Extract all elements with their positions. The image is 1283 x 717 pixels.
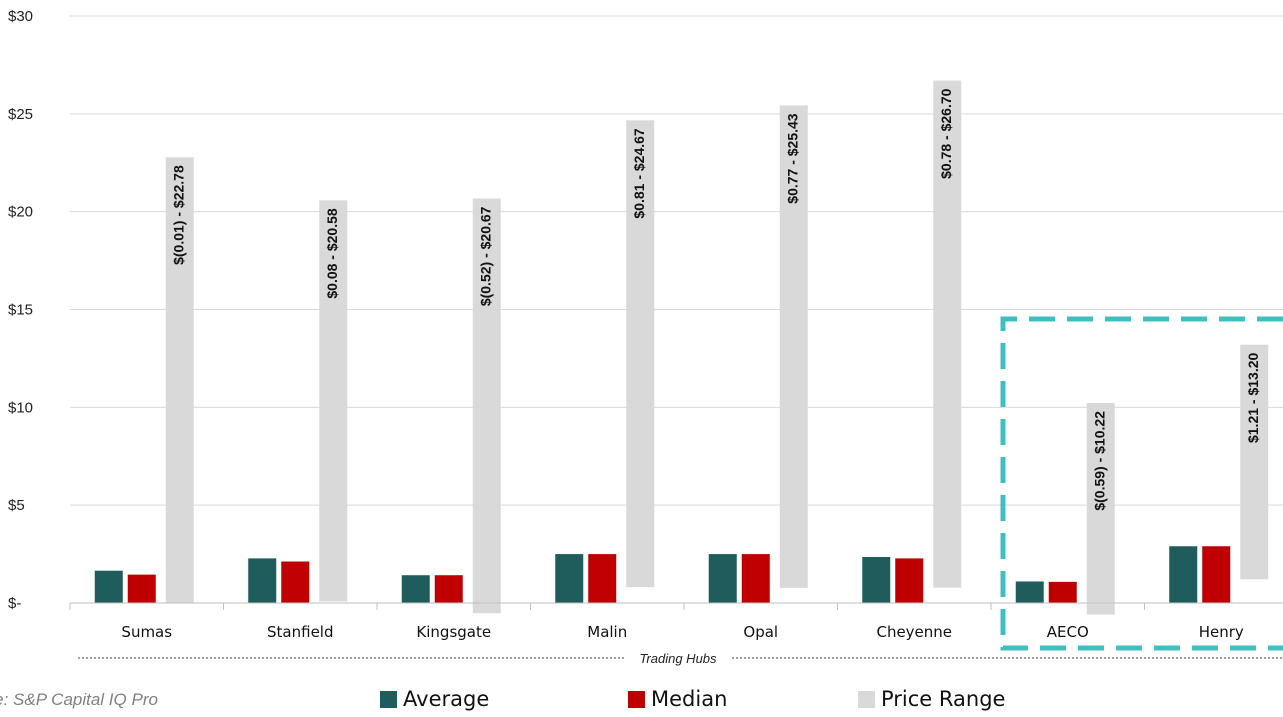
price-range-label: $1.21 - $13.20: [1245, 353, 1261, 444]
average-bar: [555, 554, 584, 603]
y-tick-label: $30: [8, 8, 33, 25]
highlight-box: [1000, 316, 1283, 651]
y-tick-label: $25: [8, 106, 33, 123]
category-label: Stanfield: [267, 623, 333, 641]
average-bar: [248, 558, 277, 603]
price-range-bar: [626, 120, 655, 588]
price-range-bar: [472, 198, 501, 614]
legend-swatch-median: [628, 690, 645, 708]
median-bar: [741, 554, 770, 603]
price-range-bar: [319, 200, 348, 602]
legend-item-median: Median: [628, 687, 727, 711]
category-label: Opal: [743, 623, 778, 641]
price-range-label: $0.78 - $26.70: [938, 88, 954, 179]
price-range-bar: [1240, 344, 1269, 580]
price-range-bar: [779, 105, 808, 588]
source-note: rce: S&P Capital IQ Pro: [0, 690, 158, 709]
price-range-label: $0.77 - $25.43: [784, 113, 800, 204]
legend-swatch-average: [380, 690, 397, 708]
price-range-label: $(0.01) - $22.78: [170, 165, 186, 265]
price-range-label: $(0.59) - $10.22: [1091, 411, 1107, 511]
median-bar: [1202, 546, 1231, 603]
average-bar: [708, 554, 737, 603]
average-bar: [401, 575, 430, 603]
y-tick-label: $5: [8, 497, 25, 514]
category-label: Cheyenne: [876, 623, 952, 641]
legend-item-average: Average: [380, 687, 489, 711]
legend-swatch-price-range: [858, 690, 875, 708]
price-range-label: $(0.52) - $20.67: [477, 206, 493, 306]
legend-item-price-range: Price Range: [858, 687, 1005, 711]
category-label: Kingsgate: [416, 623, 491, 641]
legend-label-price-range: Price Range: [881, 687, 1006, 711]
y-tick-label: $20: [8, 204, 33, 221]
category-label: Malin: [587, 623, 627, 641]
price-range-bar: [933, 80, 962, 588]
median-bar: [895, 558, 924, 603]
median-bar: [127, 574, 156, 603]
average-bar: [862, 557, 891, 603]
x-axis-title: Trading Hubs: [639, 651, 717, 666]
y-tick-label: $-: [8, 595, 21, 612]
median-bar: [434, 575, 463, 603]
category-label: Henry: [1199, 623, 1244, 641]
median-bar: [281, 561, 310, 603]
category-label: AECO: [1047, 623, 1089, 641]
median-bar: [1048, 581, 1077, 603]
price-range-label: $0.08 - $20.58: [324, 208, 340, 299]
y-tick-label: $10: [8, 399, 33, 416]
average-bar: [1169, 546, 1198, 603]
legend-label-average: Average: [403, 687, 490, 711]
price-range-label: $0.81 - $24.67: [631, 128, 647, 219]
median-bar: [588, 554, 617, 603]
legend-label-median: Median: [651, 687, 728, 711]
price-range-bar: [1086, 403, 1115, 615]
category-label: Sumas: [121, 623, 172, 641]
average-bar: [1015, 581, 1044, 603]
average-bar: [94, 570, 123, 603]
price-range-bar: [165, 157, 194, 604]
y-tick-label: $15: [8, 302, 33, 319]
